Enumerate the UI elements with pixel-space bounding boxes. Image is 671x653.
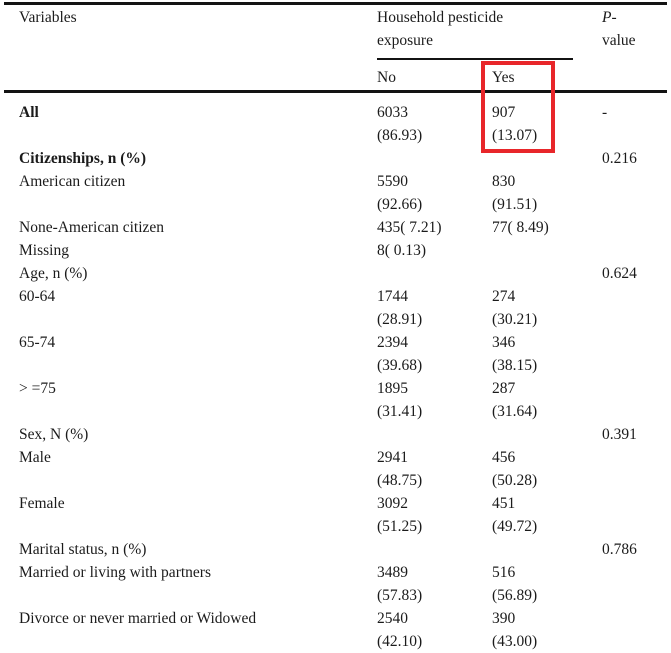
table-row: (51.25) (49.72) xyxy=(0,515,671,538)
cell-no: (57.83) xyxy=(377,587,423,604)
table-row: All 6033 907 - xyxy=(0,101,671,124)
row-label: Missing xyxy=(19,242,69,259)
table-row: (86.93) (13.07) xyxy=(0,124,671,147)
cell-no: 1895 xyxy=(377,380,408,397)
cell-no: 8( 0.13) xyxy=(377,242,427,259)
table-row: > =75 1895 287 xyxy=(0,377,671,400)
cell-no: (92.66) xyxy=(377,196,423,213)
cell-no: 2540 xyxy=(377,610,408,627)
column-header-no: No xyxy=(377,69,396,86)
cell-yes: 287 xyxy=(492,380,516,397)
row-label: American citizen xyxy=(19,173,126,190)
row-label: 60-64 xyxy=(19,288,56,305)
table-row: Sex, N (%) 0.391 xyxy=(0,423,671,446)
table-body: All 6033 907 - (86.93) (13.07) Citizensh… xyxy=(0,101,671,653)
cell-no: 2941 xyxy=(377,449,408,466)
cell-yes: 390 xyxy=(492,610,516,627)
table-top-rule xyxy=(4,2,667,5)
cell-no: (28.91) xyxy=(377,311,423,328)
table-row: 65-74 2394 346 xyxy=(0,331,671,354)
cell-no: (39.68) xyxy=(377,357,423,374)
table-row: Marital status, n (%) 0.786 xyxy=(0,538,671,561)
cell-yes: (91.51) xyxy=(492,196,538,213)
row-label: 65-74 xyxy=(19,334,56,351)
row-label: Marital status, n (%) xyxy=(19,541,147,558)
row-label: All xyxy=(19,104,39,121)
header-bottom-rule xyxy=(4,90,667,93)
cell-yes: (30.21) xyxy=(492,311,538,328)
cell-yes: 451 xyxy=(492,495,516,512)
table-row: Married or living with partners 3489 516 xyxy=(0,561,671,584)
row-label: > =75 xyxy=(19,380,56,397)
row-label: Male xyxy=(19,449,51,466)
cell-no: (31.41) xyxy=(377,403,423,420)
cell-yes: (31.64) xyxy=(492,403,538,420)
cell-pvalue: 0.391 xyxy=(602,426,637,443)
table-row: Divorce or never married or Widowed 2540… xyxy=(0,607,671,630)
group-header-underline xyxy=(377,58,573,60)
cell-yes: 830 xyxy=(492,173,516,190)
table-row: Age, n (%) 0.624 xyxy=(0,262,671,285)
table-row: None-American citizen 435( 7.21) 77( 8.4… xyxy=(0,216,671,239)
cell-yes: 77( 8.49) xyxy=(492,219,549,236)
cell-pvalue: 0.786 xyxy=(602,541,637,558)
table-row: Female 3092 451 xyxy=(0,492,671,515)
column-header-yes: Yes xyxy=(492,69,515,86)
cell-yes: (13.07) xyxy=(492,127,538,144)
row-label: Citizenships, n (%) xyxy=(19,150,147,167)
table-row: (39.68) (38.15) xyxy=(0,354,671,377)
row-label: Female xyxy=(19,495,65,512)
cell-yes: (49.72) xyxy=(492,518,538,535)
cell-no: 2394 xyxy=(377,334,408,351)
row-label: Married or living with partners xyxy=(19,564,211,581)
cell-yes: 516 xyxy=(492,564,516,581)
column-header-pvalue: P-value xyxy=(602,6,648,52)
table-row: (92.66) (91.51) xyxy=(0,193,671,216)
table-row: (31.41) (31.64) xyxy=(0,400,671,423)
cell-no: 1744 xyxy=(377,288,408,305)
column-header-variables: Variables xyxy=(19,9,77,26)
cell-no: (42.10) xyxy=(377,633,423,650)
table-row: Male 2941 456 xyxy=(0,446,671,469)
cell-no: 435( 7.21) xyxy=(377,219,442,236)
cell-yes: 456 xyxy=(492,449,516,466)
row-label: Sex, N (%) xyxy=(19,426,89,443)
row-label: None-American citizen xyxy=(19,219,165,236)
cell-no: 3092 xyxy=(377,495,408,512)
row-label: Age, n (%) xyxy=(19,265,88,282)
table-row: (48.75) (50.28) xyxy=(0,469,671,492)
column-header-exposure-group: Household pesticide exposure xyxy=(377,9,504,49)
table-row: (57.83) (56.89) xyxy=(0,584,671,607)
cell-yes: (38.15) xyxy=(492,357,538,374)
table-row: (42.10) (43.00) xyxy=(0,630,671,653)
cell-no: (86.93) xyxy=(377,127,423,144)
cell-yes: 346 xyxy=(492,334,516,351)
cell-no: 6033 xyxy=(377,104,408,121)
table-row: (28.91) (30.21) xyxy=(0,308,671,331)
cell-yes: (43.00) xyxy=(492,633,538,650)
cell-no: 3489 xyxy=(377,564,408,581)
cell-pvalue: 0.624 xyxy=(602,265,637,282)
cell-no: (51.25) xyxy=(377,518,423,535)
cell-yes: (56.89) xyxy=(492,587,538,604)
table-row: American citizen 5590 830 xyxy=(0,170,671,193)
table-row: Citizenships, n (%) 0.216 xyxy=(0,147,671,170)
row-label: Divorce or never married or Widowed xyxy=(19,610,257,627)
cell-no: 5590 xyxy=(377,173,408,190)
cell-yes: 907 xyxy=(492,104,516,121)
pvalue-rest: -value xyxy=(602,9,636,49)
table-row: 60-64 1744 274 xyxy=(0,285,671,308)
table-row: Missing 8( 0.13) xyxy=(0,239,671,262)
cell-yes: (50.28) xyxy=(492,472,538,489)
cell-no: (48.75) xyxy=(377,472,423,489)
pvalue-italic-p: P xyxy=(602,9,612,26)
cell-pvalue: 0.216 xyxy=(602,150,637,167)
cell-pvalue: - xyxy=(602,104,608,121)
cell-yes: 274 xyxy=(492,288,516,305)
